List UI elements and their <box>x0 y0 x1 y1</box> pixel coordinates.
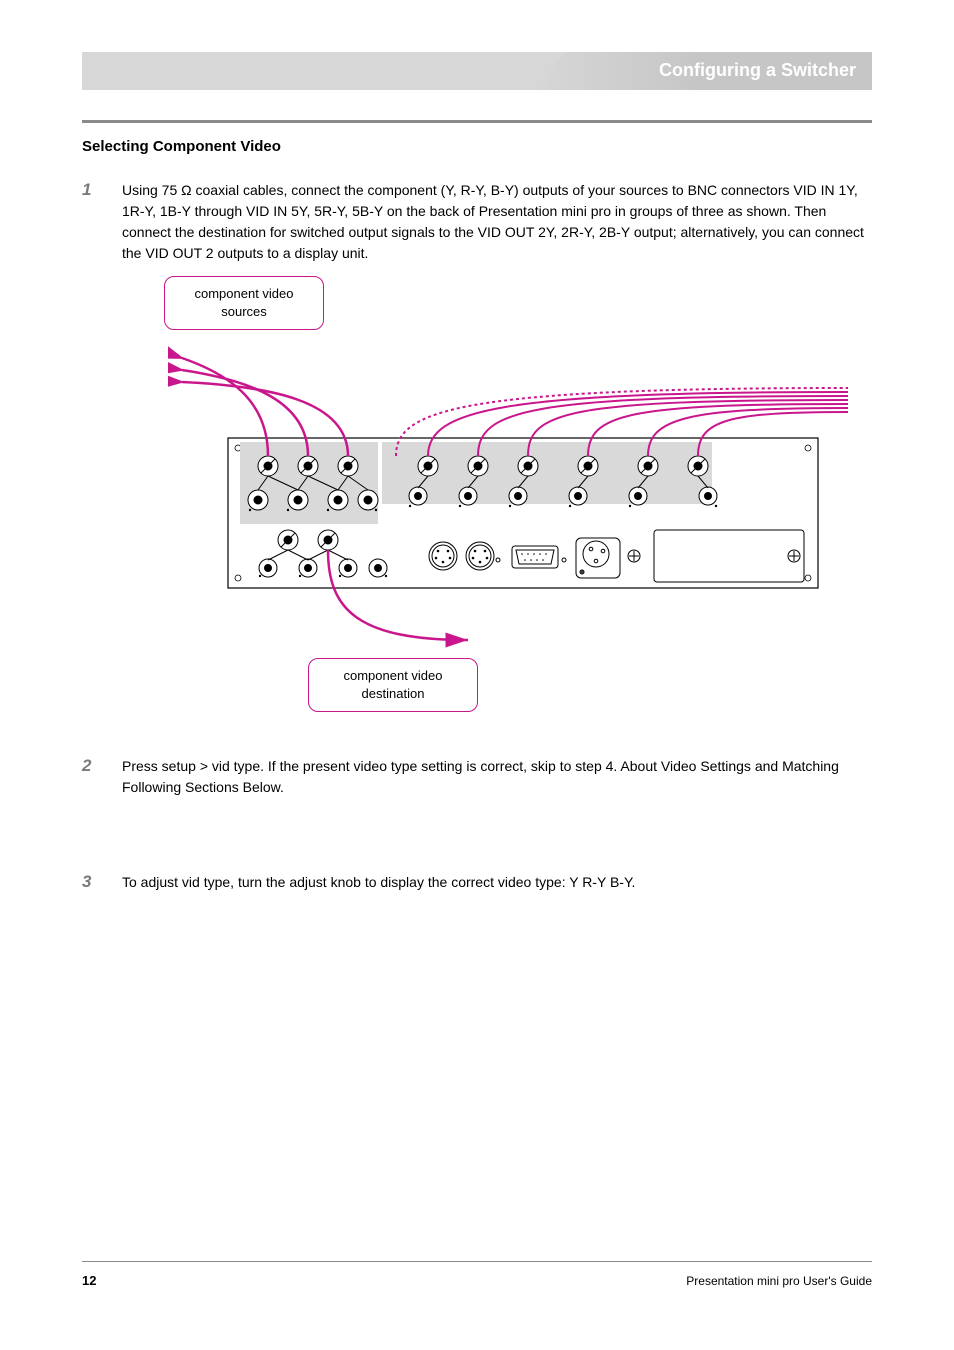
header-title: Configuring a Switcher <box>659 60 856 81</box>
step-2-number: 2 <box>82 756 91 776</box>
step-2-text: Press setup > vid type. If the present v… <box>122 756 872 798</box>
panel-svg <box>168 260 848 740</box>
page-number: 12 <box>82 1273 96 1288</box>
horizontal-rule <box>82 120 872 123</box>
step-1-text: Using 75 Ω coaxial cables, connect the c… <box>122 180 872 264</box>
step-3-number: 3 <box>82 872 91 892</box>
rear-panel-diagram: component video sources component video … <box>168 260 848 740</box>
step-3-text: To adjust vid type, turn the adjust knob… <box>122 872 872 893</box>
step-1-number: 1 <box>82 180 91 200</box>
footer-product: Presentation mini pro User's Guide <box>686 1274 872 1288</box>
footer-rule <box>82 1261 872 1262</box>
section-title: Selecting Component Video <box>82 138 281 155</box>
